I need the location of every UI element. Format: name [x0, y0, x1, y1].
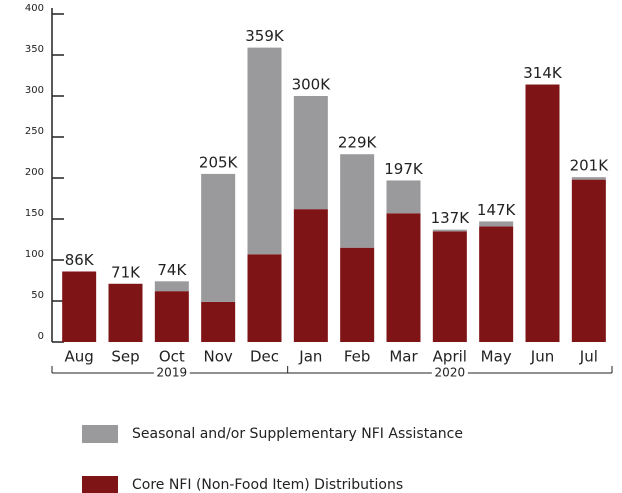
y-tick-label: 0: [38, 331, 44, 342]
x-tick-label: Sep: [111, 348, 139, 366]
bar-segment: [154, 281, 189, 292]
bar-segment: [247, 47, 282, 255]
total-label: 201K: [570, 157, 610, 175]
total-label: 359K: [245, 27, 285, 45]
bar-segment: [386, 213, 421, 342]
x-tick-label: Jun: [530, 348, 554, 366]
y-tick-label: 250: [25, 126, 44, 137]
bar-segment: [386, 180, 421, 214]
legend-label: Seasonal and/or Supplementary NFI Assist…: [132, 426, 463, 442]
y-tick-label: 300: [25, 85, 44, 96]
bar-segment: [479, 221, 514, 227]
bar-segment: [201, 301, 236, 342]
bar-segment: [62, 271, 97, 342]
y-tick-label: 100: [25, 249, 44, 260]
x-tick-label: Mar: [389, 348, 418, 366]
x-tick-label: Feb: [344, 348, 371, 366]
bar-segment: [340, 154, 375, 248]
bar-segment: [432, 231, 467, 342]
y-tick-label: 50: [31, 290, 44, 301]
total-label: 205K: [199, 153, 239, 171]
bar-segment: [108, 283, 143, 342]
group-label: 2019: [157, 366, 188, 380]
total-label: 197K: [384, 160, 424, 178]
bar-segment: [201, 173, 236, 302]
x-tick-label: Oct: [159, 348, 185, 366]
bar-segment: [293, 209, 328, 342]
bar-segment: [247, 254, 282, 342]
bar-segment: [432, 229, 467, 232]
x-tick-label: Jan: [298, 348, 322, 366]
bar-segment: [571, 179, 606, 342]
y-tick-label: 200: [25, 167, 44, 178]
group-label-bg: [153, 366, 190, 380]
bar-segment: [525, 84, 560, 343]
legend-swatch: [82, 425, 118, 443]
y-tick-label: 350: [25, 44, 44, 55]
bar-segment: [571, 177, 606, 180]
bar-segment: [154, 291, 189, 342]
group-label: 2020: [435, 366, 466, 380]
x-tick-label: Jul: [579, 348, 598, 366]
legend-swatch: [82, 476, 118, 493]
bar-segment: [479, 226, 514, 342]
y-tick-label: 150: [25, 208, 44, 219]
total-label: 314K: [523, 64, 563, 82]
total-label: 147K: [477, 201, 517, 219]
x-tick-label: Aug: [65, 348, 94, 366]
total-label: 229K: [338, 134, 378, 152]
x-tick-label: May: [481, 348, 512, 366]
total-label: 137K: [431, 209, 471, 227]
bar-segment: [293, 96, 328, 210]
total-label: 300K: [292, 76, 332, 94]
bar-segment: [340, 247, 375, 342]
group-label-bg: [431, 366, 468, 380]
total-label: 86K: [65, 251, 95, 269]
total-label: 71K: [111, 263, 141, 281]
legend-label: Core NFI (Non-Food Item) Distributions: [132, 477, 403, 493]
x-tick-label: April: [433, 348, 467, 366]
x-tick-label: Nov: [204, 348, 233, 366]
total-label: 74K: [157, 261, 187, 279]
x-tick-label: Dec: [250, 348, 279, 366]
y-tick-label: 400: [25, 3, 44, 14]
